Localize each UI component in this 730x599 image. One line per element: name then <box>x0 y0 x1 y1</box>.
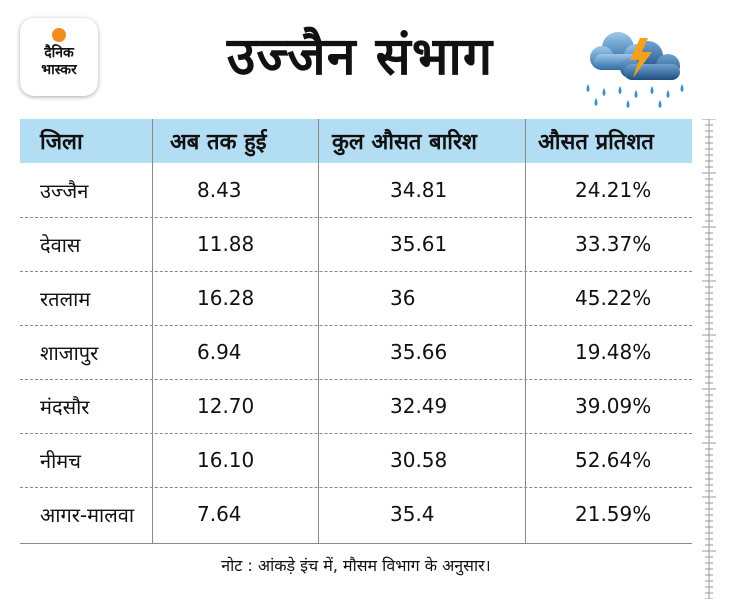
logo-text-line2: भास्कर <box>41 62 77 78</box>
cell-district: मंदसौर <box>40 394 90 419</box>
cell-percent: 45.22% <box>575 286 652 310</box>
cell-district: आगर-मालवा <box>40 502 135 527</box>
header-average-percent: औसत प्रतिशत <box>538 130 654 155</box>
thunderstorm-rain-icon <box>586 32 684 108</box>
cell-rain-so-far: 7.64 <box>197 502 242 526</box>
cell-rain-so-far: 12.70 <box>197 394 255 418</box>
cell-rain-so-far: 16.10 <box>197 448 255 472</box>
cell-percent: 21.59% <box>575 502 652 526</box>
rainfall-table: जिला अब तक हुई कुल औसत बारिश औसत प्रतिशत… <box>20 119 692 544</box>
cell-total-average: 32.49 <box>390 394 448 418</box>
cell-district: उज्जैन <box>40 178 89 203</box>
table-row: शाजापुर 6.94 35.66 19.48% <box>20 325 692 379</box>
row-divider <box>20 217 692 218</box>
cell-percent: 33.37% <box>575 232 652 256</box>
logo-text-line1: दैनिक <box>44 45 74 61</box>
page-title: उज्जैन संभाग <box>226 27 494 87</box>
row-divider <box>20 271 692 272</box>
row-divider <box>20 433 692 434</box>
table-bottom-border <box>20 543 692 544</box>
cell-rain-so-far: 11.88 <box>197 232 255 256</box>
cell-percent: 52.64% <box>575 448 652 472</box>
row-divider <box>20 487 692 488</box>
column-divider <box>152 119 153 544</box>
cell-district: नीमच <box>40 448 81 473</box>
cell-rain-so-far: 6.94 <box>197 340 242 364</box>
table-row: उज्जैन 8.43 34.81 24.21% <box>20 163 692 217</box>
column-divider <box>525 119 526 544</box>
footnote: नोट : आंकड़े इंच में, मौसम विभाग के अनुस… <box>221 556 491 575</box>
table-row: देवास 11.88 35.61 33.37% <box>20 217 692 271</box>
row-divider <box>20 325 692 326</box>
cell-rain-so-far: 16.28 <box>197 286 255 310</box>
cell-district: देवास <box>40 232 81 257</box>
row-divider <box>20 379 692 380</box>
table-header-row: जिला अब तक हुई कुल औसत बारिश औसत प्रतिशत <box>20 119 692 163</box>
cell-percent: 24.21% <box>575 178 652 202</box>
column-divider <box>318 119 319 544</box>
table-row: आगर-मालवा 7.64 35.4 21.59% <box>20 487 692 541</box>
table-row: नीमच 16.10 30.58 52.64% <box>20 433 692 487</box>
table-row: रतलाम 16.28 36 45.22% <box>20 271 692 325</box>
cell-total-average: 35.61 <box>390 232 448 256</box>
cell-total-average: 35.66 <box>390 340 448 364</box>
cell-total-average: 30.58 <box>390 448 448 472</box>
cell-district: रतलाम <box>40 286 91 311</box>
header-district: जिला <box>40 130 83 155</box>
logo-sun-icon <box>52 28 66 42</box>
cell-total-average: 35.4 <box>390 502 435 526</box>
lightning-bolt-icon <box>630 38 652 78</box>
header-rain-so-far: अब तक हुई <box>170 130 267 155</box>
decorative-ruler <box>702 119 716 599</box>
cell-total-average: 34.81 <box>390 178 448 202</box>
cell-percent: 39.09% <box>575 394 652 418</box>
dainik-bhaskar-logo: दैनिक भास्कर <box>20 18 98 96</box>
cell-rain-so-far: 8.43 <box>197 178 242 202</box>
cell-percent: 19.48% <box>575 340 652 364</box>
table-row: मंदसौर 12.70 32.49 39.09% <box>20 379 692 433</box>
cell-district: शाजापुर <box>40 340 99 365</box>
cell-total-average: 36 <box>390 286 416 310</box>
header-total-average-rain: कुल औसत बारिश <box>332 130 477 155</box>
rain-drops <box>586 84 684 108</box>
